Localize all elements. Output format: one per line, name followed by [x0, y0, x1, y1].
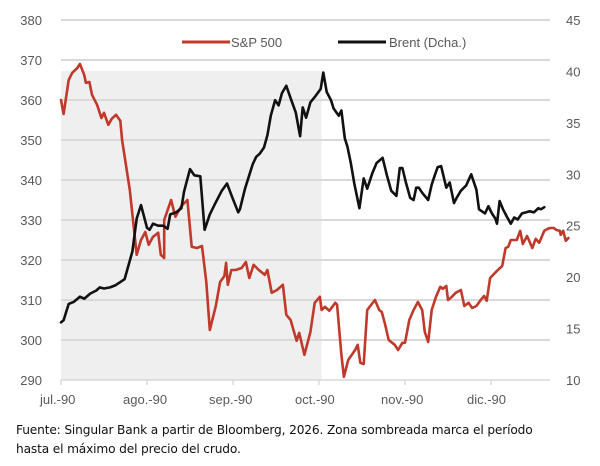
- series-line-sp500: [59, 62, 570, 379]
- y-right-tick-label: 25: [566, 219, 580, 234]
- y-right-tick-label: 10: [566, 373, 580, 388]
- series-lines: [59, 62, 570, 379]
- legend: S&P 500 Brent (Dcha.): [182, 35, 466, 50]
- legend-label-brent: Brent (Dcha.): [389, 35, 466, 50]
- y-right-tick-label: 40: [566, 64, 580, 79]
- legend-label-sp500: S&P 500: [231, 35, 282, 50]
- y-right-tick-label: 15: [566, 322, 580, 337]
- chart: jul.-90 ago.-90 sep.-90 oct.-90 nov.-90 dic.-…: [20, 13, 580, 407]
- y-right-tick-label: 20: [566, 270, 580, 285]
- y-left-tick-label: 370: [20, 53, 42, 68]
- y-axis-left: 290 300 310 320 330 340 350 360 370 380: [20, 13, 42, 388]
- y-left-tick-label: 300: [20, 333, 42, 348]
- y-left-tick-label: 290: [20, 373, 42, 388]
- y-left-tick-label: 310: [20, 293, 42, 308]
- y-left-tick-label: 330: [20, 213, 42, 228]
- x-tick-label: oct.-90: [295, 392, 335, 407]
- footnote-line-1: Fuente: Singular Bank a partir de Bloomb…: [16, 423, 533, 437]
- y-left-tick-label: 350: [20, 133, 42, 148]
- y-left-tick-label: 360: [20, 93, 42, 108]
- y-left-tick-label: 320: [20, 253, 42, 268]
- y-left-tick-label: 340: [20, 173, 42, 188]
- footnote: Fuente: Singular Bank a partir de Bloomb…: [16, 421, 596, 459]
- y-right-tick-label: 30: [566, 167, 580, 182]
- x-tick-label: ago.-90: [123, 392, 167, 407]
- shaded-region: [61, 71, 322, 380]
- gridlines: [61, 19, 550, 341]
- y-right-tick-label: 45: [566, 13, 580, 28]
- footnote-line-2: hasta el máximo del precio del crudo.: [16, 442, 241, 456]
- x-axis: jul.-90 ago.-90 sep.-90 oct.-90 nov.-90 dic.-…: [39, 379, 550, 407]
- x-tick-label: jul.-90: [39, 392, 75, 407]
- y-left-tick-label: 380: [20, 13, 42, 28]
- x-tick-label: nov.-90: [381, 392, 423, 407]
- x-tick-label: sep.-90: [209, 392, 252, 407]
- x-tick-label: dic.-90: [467, 392, 506, 407]
- series-line-brent: [59, 71, 546, 324]
- y-axis-right: 10 15 20 25 30 35 40 45: [566, 13, 580, 388]
- y-right-tick-label: 35: [566, 116, 580, 131]
